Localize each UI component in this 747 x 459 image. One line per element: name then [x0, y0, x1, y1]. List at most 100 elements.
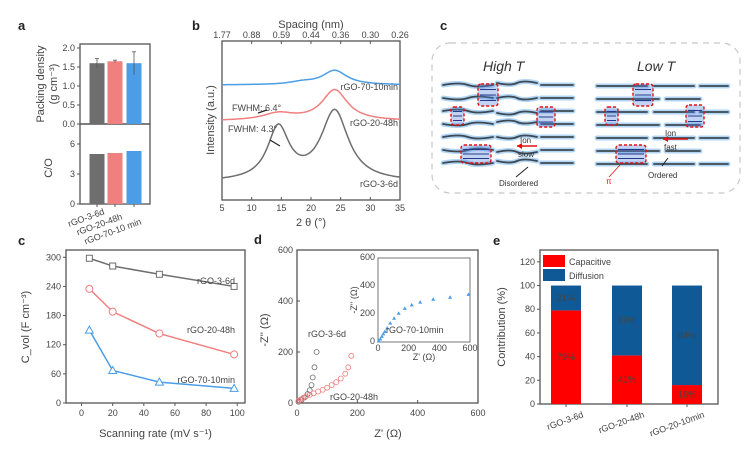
inset-data-point [379, 334, 384, 338]
data-point [333, 379, 340, 385]
inset-data-point [431, 297, 436, 301]
x-tick-label: 35 [395, 203, 405, 213]
graphene-sheet [496, 149, 538, 155]
series-label: rGO-70-10min [177, 375, 235, 385]
panel-d-chart: 0 200 400 600 0 200 400 600 Z' (Ω) -Z'' (Ω) rGO-3-… [259, 245, 486, 440]
fwhm-arrow [257, 109, 268, 114]
top-tick-label: 0.88 [243, 30, 261, 40]
bar-value-label: 41% [618, 375, 636, 385]
bar-capacitive [551, 310, 581, 404]
inset-data-point [381, 331, 386, 336]
legend-label: Capacitive [569, 257, 611, 267]
x-tick-label: 20 [306, 203, 316, 213]
category-label: rGO-20-48h [597, 409, 646, 435]
inset-data-point [402, 306, 407, 310]
x-tick-label: 60 [170, 408, 180, 418]
packing-density-bar [107, 61, 123, 124]
c-o-bar [89, 154, 105, 204]
bar-value-label: 21% [557, 293, 575, 303]
series-label: rGO-3-6d [197, 276, 235, 286]
panel-letter-c-top: c [440, 18, 447, 33]
y-tick-label: 240 [46, 281, 61, 291]
diagram-border [431, 42, 741, 194]
data-point [155, 329, 164, 338]
series-label: rGO-70-10min [340, 82, 398, 92]
data-point [155, 270, 163, 278]
inset-x-tick-label: 0 [375, 343, 380, 353]
x-tick-label: 400 [410, 408, 425, 418]
y-tick-label: 300 [46, 252, 61, 262]
disordered-label: Disordered [499, 179, 538, 188]
graphene-sheet [496, 119, 538, 125]
ion-label-high: Ion [520, 136, 531, 145]
data-point [342, 370, 349, 377]
legend-label: Diffusion [569, 271, 604, 281]
data-point [109, 262, 117, 270]
bar-value-label: 59% [618, 315, 636, 325]
data-point [84, 325, 95, 334]
panel-c-chart: 0 20 40 60 80 100 0 60 120 180 240 300 Scanning rate… [20, 249, 246, 440]
y-tick-label: 100 [520, 281, 535, 291]
series-label: rGO-20-48h [350, 118, 398, 128]
x-tick-label: 100 [230, 408, 245, 418]
x-tick-label: 15 [276, 203, 286, 213]
xrd-curve-rGO-20-48h [222, 88, 401, 121]
panel-letter-b: b [192, 18, 200, 33]
c-o-ylabel: C/O [43, 158, 55, 178]
nyquist-frame [296, 249, 479, 404]
data-point [324, 384, 331, 391]
xrd-curve-rGO-70-10min [222, 69, 400, 86]
y-tick-label: 180 [46, 311, 61, 321]
bar-value-label: 79% [557, 352, 575, 362]
y-tick-label: 0 [56, 398, 61, 408]
data-point [313, 349, 320, 355]
top-tick-label: 0.44 [302, 30, 320, 40]
top-axis-label: Spacing (nm) [278, 19, 343, 31]
inset-data-point [388, 321, 393, 325]
disordered-structure [440, 79, 576, 178]
x-tick-label: 25 [336, 203, 346, 213]
y-tick-label: 0.5 [62, 100, 75, 110]
top-tick-label: 0.26 [391, 30, 409, 40]
x-tick-label: 80 [201, 408, 211, 418]
inset-y-tick-label: 0 [370, 336, 375, 346]
x-tick-label: 20 [108, 408, 118, 418]
bar-value-label: 16% [678, 390, 696, 400]
ion-label-low: Ion [665, 129, 676, 138]
category-label: rGO-20-10min [648, 409, 705, 438]
inset-data-point [376, 338, 381, 343]
y-tick-label: 6 [70, 139, 75, 149]
inset-data-point [409, 302, 414, 307]
top-tick-label: 1.77 [213, 30, 231, 40]
graphene-sheet [496, 80, 538, 86]
bar-capacitive [612, 355, 642, 404]
line-rGO-70-10min [88, 329, 235, 390]
graphene-sheet [442, 121, 494, 127]
graphene-sheet [442, 134, 494, 140]
fwhm-annotation: FWHM: 6.4° [232, 103, 282, 113]
inset-x-tick-label: 400 [432, 343, 447, 353]
data-point [306, 391, 313, 398]
y-axis-label: Contribution (%) [496, 287, 508, 366]
y-tick-label: 1.0 [62, 81, 75, 91]
data-point [85, 284, 94, 293]
y-tick-label: 80 [525, 304, 535, 314]
inset-x-tick-label: 200 [401, 343, 416, 353]
bar-diffusion [612, 285, 642, 356]
graphene-sheet [442, 108, 494, 114]
fwhm-annotation: FWHM: 4.3° [228, 124, 278, 134]
graphene-sheet [496, 110, 538, 116]
packing-density-bar [89, 63, 105, 124]
data-point [108, 307, 117, 316]
panel-letter-a: a [18, 18, 26, 33]
graphene-sheet [496, 95, 538, 101]
series-label: rGO-3-6d [308, 329, 346, 339]
data-point [107, 365, 118, 374]
inset-data-point [396, 311, 401, 315]
graphene-sheet [496, 158, 538, 164]
y-tick-label: 0 [70, 199, 75, 209]
packing-density-bar [126, 63, 142, 124]
line-rGO-3-6d [89, 257, 235, 288]
inset-y-axis-label: -Z'' (Ω) [349, 286, 359, 313]
data-point [308, 382, 315, 389]
